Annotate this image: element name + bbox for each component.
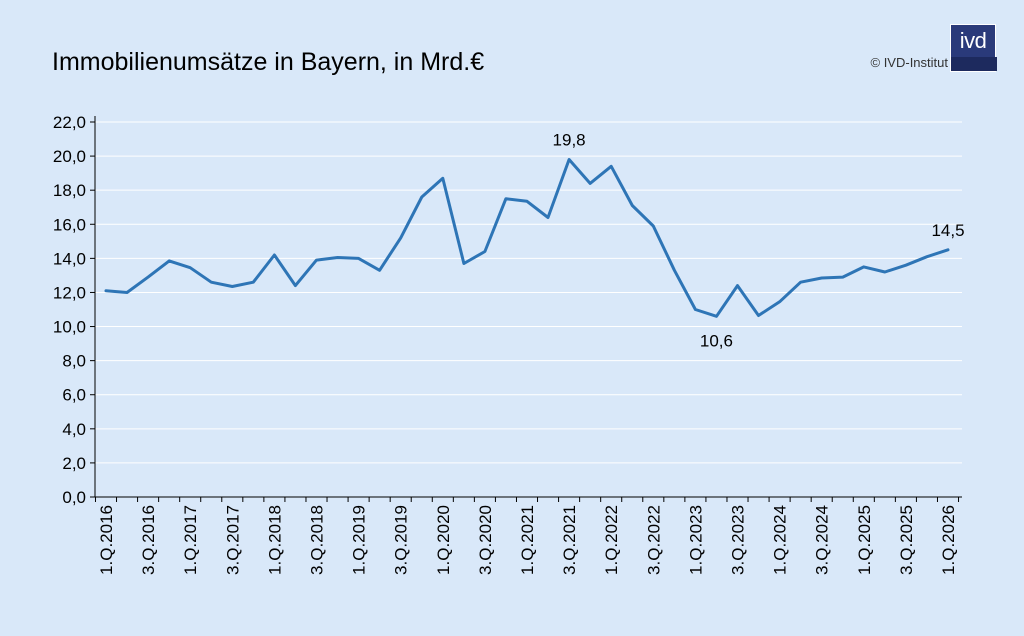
y-tick-label: 0,0	[62, 488, 86, 507]
data-point	[610, 165, 612, 167]
data-point	[294, 284, 296, 286]
y-tick-label: 4,0	[62, 420, 86, 439]
data-point	[378, 269, 380, 271]
x-tick-label: 1.Q.2025	[855, 505, 874, 575]
data-point	[463, 262, 465, 264]
x-tick-label: 1.Q.2023	[686, 505, 705, 575]
x-tick-label: 1.Q.2021	[518, 505, 537, 575]
y-tick-label: 6,0	[62, 386, 86, 405]
data-point	[315, 259, 317, 261]
x-tick-label: 3.Q.2018	[308, 505, 327, 575]
data-point	[484, 250, 486, 252]
data-point	[926, 255, 928, 257]
y-tick-label: 10,0	[53, 318, 86, 337]
x-tick-label: 3.Q.2021	[560, 505, 579, 575]
data-point	[336, 256, 338, 258]
data-point	[442, 177, 444, 179]
data-point	[884, 271, 886, 273]
x-tick-label: 1.Q.2026	[939, 505, 958, 575]
data-point	[863, 266, 865, 268]
copyright-note: © IVD-Institut	[870, 55, 949, 70]
data-point	[168, 260, 170, 262]
data-point	[736, 284, 738, 286]
data-point	[652, 225, 654, 227]
x-tick-label: 1.Q.2016	[97, 505, 116, 575]
data-point	[821, 277, 823, 279]
data-point	[231, 285, 233, 287]
data-point	[105, 290, 107, 292]
data-point	[778, 301, 780, 303]
data-label: 10,6	[700, 331, 733, 350]
data-point	[757, 314, 759, 316]
data-point	[421, 196, 423, 198]
chart-title: Immobilienumsätze in Bayern, in Mrd.€	[52, 48, 485, 76]
data-point	[547, 216, 549, 218]
data-point	[694, 308, 696, 310]
x-tick-label: 1.Q.2018	[265, 505, 284, 575]
data-point	[252, 281, 254, 283]
x-tick-label: 1.Q.2020	[434, 505, 453, 575]
data-point	[526, 200, 528, 202]
x-tick-label: 1.Q.2024	[771, 505, 790, 575]
data-point	[842, 276, 844, 278]
x-tick-label: 3.Q.2024	[813, 505, 832, 575]
y-tick-label: 16,0	[53, 215, 86, 234]
y-tick-label: 22,0	[53, 113, 86, 132]
axes	[90, 116, 962, 502]
x-tick-label: 3.Q.2025	[897, 505, 916, 575]
data-point	[905, 264, 907, 266]
data-label: 14,5	[931, 221, 964, 240]
data-point	[400, 237, 402, 239]
x-tick-label: 3.Q.2023	[729, 505, 748, 575]
series-line	[104, 158, 950, 318]
data-point	[505, 198, 507, 200]
y-tick-label: 20,0	[53, 147, 86, 166]
data-point	[673, 269, 675, 271]
data-point	[799, 281, 801, 283]
data-label: 19,8	[553, 131, 586, 150]
x-tick-label: 3.Q.2022	[644, 505, 663, 575]
data-point	[589, 182, 591, 184]
data-point	[357, 257, 359, 259]
logo-swoosh	[951, 57, 997, 71]
gridlines	[95, 121, 962, 464]
data-point	[715, 315, 717, 317]
logo-text: ivd	[959, 28, 987, 53]
series-layer	[104, 158, 950, 318]
x-tick-label: 3.Q.2020	[476, 505, 495, 575]
x-tick-label: 1.Q.2019	[350, 505, 369, 575]
x-tick-labels: 1.Q.2016 3.Q.2016 1.Q.2017 3.Q.2017 1.Q.2018…	[97, 505, 958, 575]
data-point	[189, 267, 191, 269]
y-tick-label: 12,0	[53, 283, 86, 302]
data-point	[147, 276, 149, 278]
y-tick-label: 18,0	[53, 181, 86, 200]
data-point	[631, 204, 633, 206]
x-tick-label: 3.Q.2017	[223, 505, 242, 575]
y-tick-labels: 0,0 2,0 4,0 6,0 8,0 10,0 12,0 14,0 16,0 18,0 20,0 2…	[53, 113, 86, 507]
data-point	[273, 254, 275, 256]
data-labels: 19,8 10,6 14,5	[553, 131, 965, 351]
x-tick-label: 1.Q.2022	[602, 505, 621, 575]
x-tick-label: 3.Q.2016	[139, 505, 158, 575]
y-tick-label: 2,0	[62, 454, 86, 473]
data-point	[947, 249, 949, 251]
y-tick-label: 8,0	[62, 352, 86, 371]
data-point	[210, 281, 212, 283]
x-tick-label: 3.Q.2019	[392, 505, 411, 575]
data-point	[126, 291, 128, 293]
data-point	[568, 158, 570, 160]
y-tick-label: 14,0	[53, 249, 86, 268]
x-tick-label: 1.Q.2017	[181, 505, 200, 575]
ivd-logo: ivd	[950, 24, 997, 72]
